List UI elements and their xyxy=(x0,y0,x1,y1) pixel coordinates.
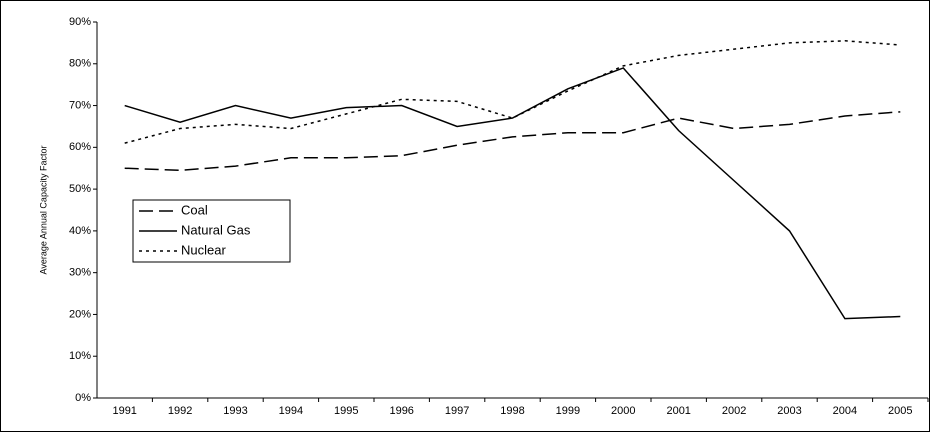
legend-label: Coal xyxy=(181,202,208,217)
y-tick-label: 80% xyxy=(69,58,91,70)
y-tick-label: 60% xyxy=(69,141,91,153)
legend: Coal Natural Gas Nuclear xyxy=(132,199,291,263)
y-tick-label: 10% xyxy=(69,350,91,362)
y-tick-label: 0% xyxy=(75,392,91,404)
y-tick-label: 70% xyxy=(69,99,91,111)
x-tick-label: 1993 xyxy=(223,405,247,417)
y-tick-label: 90% xyxy=(69,16,91,28)
line-series xyxy=(124,111,901,172)
x-tick-label: 1997 xyxy=(445,405,469,417)
x-tick-label: 2002 xyxy=(722,405,746,417)
y-tick-label: 30% xyxy=(69,267,91,279)
line-series xyxy=(124,67,901,320)
x-tick-label: 1996 xyxy=(389,405,413,417)
x-tick-label: 2003 xyxy=(777,405,801,417)
x-tick-label: 1992 xyxy=(168,405,192,417)
y-tick-label: 40% xyxy=(69,225,91,237)
x-tick-label: 1998 xyxy=(500,405,524,417)
x-tick-label: 2000 xyxy=(611,405,635,417)
x-tick-label: 1995 xyxy=(334,405,358,417)
x-tick-label: 1994 xyxy=(279,405,303,417)
y-axis-label: Average Annual Capacity Factor xyxy=(38,146,48,275)
legend-label: Nuclear xyxy=(181,242,226,257)
x-tick-label: 2004 xyxy=(833,405,857,417)
y-tick-label: 20% xyxy=(69,308,91,320)
x-tick-label: 1991 xyxy=(112,405,136,417)
x-tick-label: 2001 xyxy=(666,405,690,417)
x-tick-label: 2005 xyxy=(888,405,912,417)
legend-label: Natural Gas xyxy=(181,222,251,237)
x-tick-label: 1999 xyxy=(556,405,580,417)
y-tick-label: 50% xyxy=(69,183,91,195)
